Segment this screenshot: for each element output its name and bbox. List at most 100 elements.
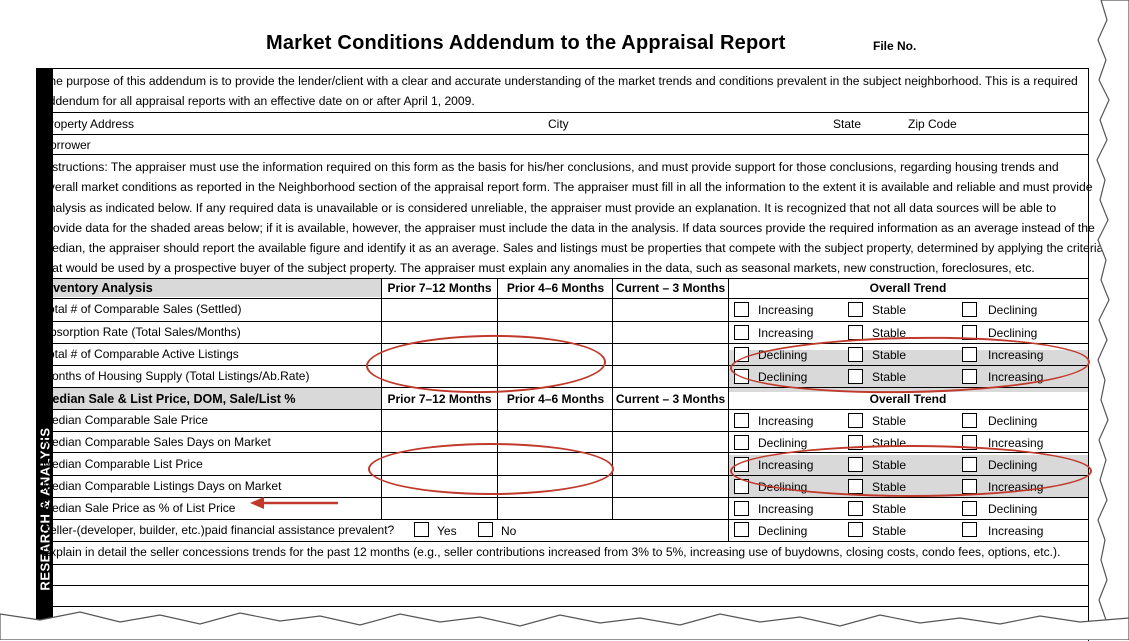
inventory-trend-shade <box>729 350 1088 392</box>
med-r1-t2-checkbox[interactable] <box>848 413 863 428</box>
inv-r3-t1-checkbox[interactable] <box>734 347 749 362</box>
trend-label: Declining <box>758 524 808 538</box>
seller-yes-label: Yes <box>437 524 457 538</box>
divider <box>53 343 1088 344</box>
file-no-label: File No. <box>873 39 917 53</box>
annotation-arrow-icon <box>250 497 338 509</box>
instructions-line-2: overall market conditions as reported in… <box>42 180 1093 194</box>
median-col-current: Current – 3 Months <box>615 392 726 406</box>
inventory-col-prior-4-6: Prior 4–6 Months <box>506 281 605 295</box>
divider <box>53 519 1088 520</box>
borrower-label: Borrower <box>42 138 91 152</box>
city-label: City <box>548 117 569 131</box>
inv-r1-t2-checkbox[interactable] <box>848 302 863 317</box>
inventory-row-label: Total # of Comparable Sales (Settled) <box>42 302 242 316</box>
trend-label: Declining <box>988 326 1038 340</box>
median-header-shade <box>53 388 381 409</box>
inv-r2-t3-checkbox[interactable] <box>962 325 977 340</box>
explain-line <box>53 606 1088 607</box>
state-label: State <box>833 117 862 131</box>
instructions-line-6: that would be used by a prospective buye… <box>42 261 1035 275</box>
median-heading: Median Sale & List Price, DOM, Sale/List… <box>42 392 296 406</box>
inv-r2-t2-checkbox[interactable] <box>848 325 863 340</box>
seller-assistance-label: Seller-(developer, builder, etc.)paid fi… <box>42 523 395 537</box>
trend-label: Increasing <box>758 414 814 428</box>
median-row-label: Median Sale Price as % of List Price <box>42 501 236 515</box>
divider <box>53 134 1088 135</box>
annotation-ellipse <box>368 443 614 495</box>
grid-line <box>728 278 729 541</box>
med-r5-t3-checkbox[interactable] <box>962 501 977 516</box>
inv-r4-t2-checkbox[interactable] <box>848 369 863 384</box>
purpose-line-1: The purpose of this addendum is to provi… <box>42 74 1078 88</box>
divider <box>53 154 1088 155</box>
trend-label: Declining <box>988 502 1038 516</box>
form-frame <box>53 68 1089 641</box>
inv-r1-t1-checkbox[interactable] <box>734 302 749 317</box>
divider <box>53 541 1088 542</box>
inventory-row-label: Total # of Comparable Active Listings <box>42 347 239 361</box>
trend-label: Declining <box>988 303 1038 317</box>
seller-t1-checkbox[interactable] <box>734 522 749 537</box>
med-r5-t2-checkbox[interactable] <box>848 501 863 516</box>
side-bar <box>36 68 53 640</box>
grid-line <box>497 278 498 519</box>
divider <box>53 278 1088 279</box>
purpose-line-2: addendum for all appraisal reports with … <box>42 94 475 108</box>
grid-line <box>612 278 613 519</box>
trend-label: Increasing <box>758 502 814 516</box>
grid-line <box>381 278 382 519</box>
trend-label: Stable <box>872 414 907 428</box>
median-row-label: Median Comparable Listings Days on Marke… <box>42 479 282 493</box>
inv-r3-t3-checkbox[interactable] <box>962 347 977 362</box>
med-r2-t1-checkbox[interactable] <box>734 435 749 450</box>
inv-r2-t1-checkbox[interactable] <box>734 325 749 340</box>
trend-label: Declining <box>758 436 808 450</box>
seller-t2-checkbox[interactable] <box>848 522 863 537</box>
med-r1-t1-checkbox[interactable] <box>734 413 749 428</box>
instructions-line-3: analysis as indicated below. If any requ… <box>42 201 1057 215</box>
seller-no-checkbox[interactable] <box>478 522 493 537</box>
med-r1-t3-checkbox[interactable] <box>962 413 977 428</box>
explain-text: Explain in detail the seller concessions… <box>42 545 1061 559</box>
divider <box>53 497 1088 498</box>
trend-label: Stable <box>872 348 907 362</box>
zip-code-label: Zip Code <box>908 117 957 131</box>
seller-no-label: No <box>501 524 517 538</box>
trend-label: Increasing <box>988 348 1044 362</box>
divider <box>53 321 1088 322</box>
divider <box>53 387 1088 388</box>
trend-label: Stable <box>872 326 907 340</box>
trend-label: Increasing <box>758 326 814 340</box>
inv-r4-t1-checkbox[interactable] <box>734 369 749 384</box>
explain-line <box>53 564 1088 565</box>
trend-label: Stable <box>872 502 907 516</box>
page-title: Market Conditions Addendum to the Apprai… <box>266 32 786 54</box>
median-row-label: Median Comparable Sales Days on Market <box>42 435 271 449</box>
trend-label: Stable <box>872 370 907 384</box>
inv-r3-t2-checkbox[interactable] <box>848 347 863 362</box>
inv-r1-t3-checkbox[interactable] <box>962 302 977 317</box>
divider <box>53 431 1088 432</box>
instructions-line-5: median, the appraiser should report the … <box>42 241 1104 255</box>
med-r5-t1-checkbox[interactable] <box>734 501 749 516</box>
trend-label: Stable <box>872 303 907 317</box>
torn-edge-right <box>1096 0 1129 640</box>
trend-label: Increasing <box>988 436 1044 450</box>
inventory-col-prior-7-12: Prior 7–12 Months <box>387 281 492 295</box>
trend-label: Declining <box>758 348 808 362</box>
divider <box>53 298 1088 299</box>
trend-label: Stable <box>872 524 907 538</box>
median-overall-trend: Overall Trend <box>869 392 947 406</box>
trend-label: Increasing <box>758 303 814 317</box>
property-address-label: Property Address <box>42 117 135 131</box>
instructions-line-1: Instructions: The appraiser must use the… <box>42 160 1059 174</box>
torn-edge-bottom <box>0 611 1129 640</box>
median-col-prior-4-6: Prior 4–6 Months <box>506 392 605 406</box>
inv-r4-t3-checkbox[interactable] <box>962 369 977 384</box>
divider <box>53 409 1088 410</box>
seller-yes-checkbox[interactable] <box>414 522 429 537</box>
explain-line <box>53 585 1088 586</box>
seller-t3-checkbox[interactable] <box>962 522 977 537</box>
inventory-row-label: Absorption Rate (Total Sales/Months) <box>42 325 241 339</box>
